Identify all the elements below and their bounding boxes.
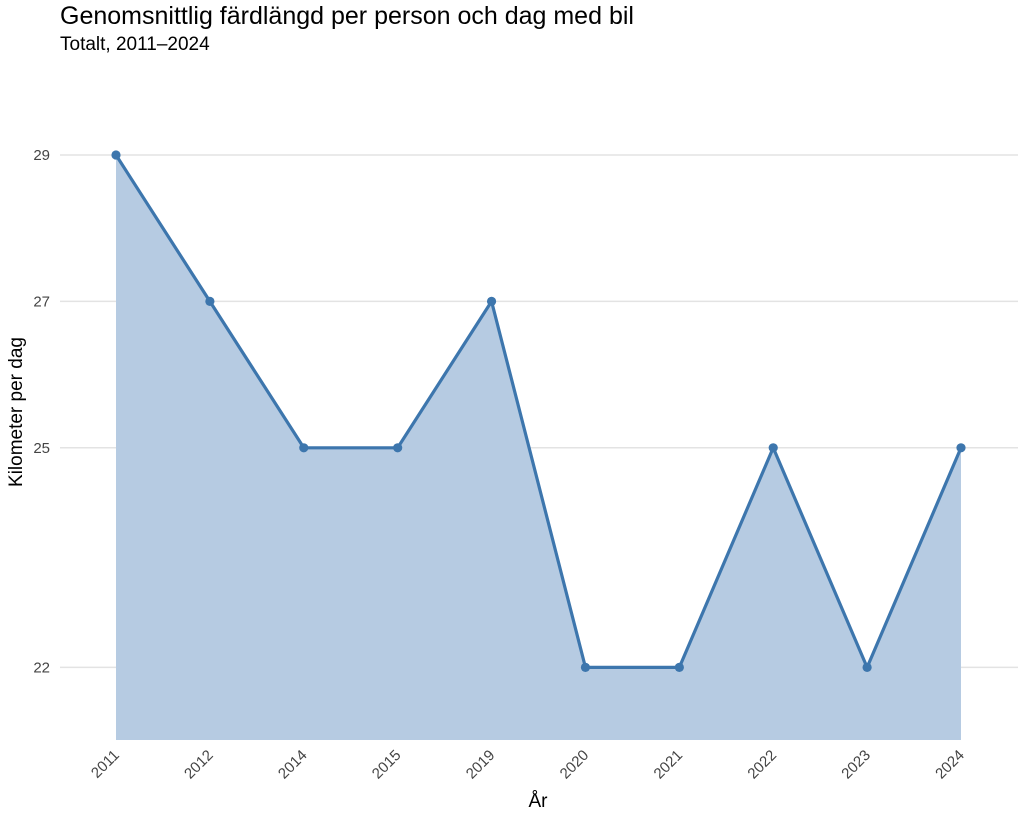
data-point: [580, 662, 591, 673]
area-fill: [116, 155, 961, 740]
y-tick-label: 25: [33, 440, 50, 457]
x-tick-label: 2020: [557, 747, 593, 783]
y-tick-label: 22: [33, 659, 50, 676]
data-point: [393, 443, 403, 453]
y-tick-label: 27: [33, 293, 50, 310]
x-tick-label: 2023: [838, 747, 874, 783]
x-tick-label: 2022: [744, 747, 780, 783]
y-tick-label: 29: [33, 147, 50, 164]
data-point: [768, 443, 778, 453]
data-point: [299, 443, 309, 453]
x-tick-label: 2024: [932, 747, 968, 783]
x-tick-label: 2011: [88, 747, 123, 782]
chart-subtitle: Totalt, 2011–2024: [60, 34, 210, 55]
x-axis-title: År: [529, 791, 549, 812]
x-tick-label: 2019: [463, 747, 499, 783]
data-point: [674, 662, 684, 673]
x-tick-label: 2014: [275, 747, 311, 783]
chart-title: Genomsnittlig färdlängd per person och d…: [60, 2, 634, 30]
data-point: [111, 150, 121, 160]
series-line: [114, 153, 963, 669]
y-axis-title: Kilometer per dag: [6, 337, 27, 487]
x-tick-label: 2021: [651, 747, 687, 783]
x-tick-label: 2015: [369, 747, 405, 783]
x-tick-label: 2012: [181, 747, 217, 783]
data-point: [862, 662, 872, 673]
data-point: [486, 296, 497, 306]
area-series: [114, 153, 963, 740]
data-point: [205, 296, 215, 306]
data-points: [111, 150, 966, 673]
x-tick-labels: 2011 2012 2014 2015 2019 2020 2021 2022 2023 2024: [88, 747, 968, 783]
y-tick-labels: 22 25 27 29: [33, 147, 50, 676]
data-point: [956, 443, 966, 453]
